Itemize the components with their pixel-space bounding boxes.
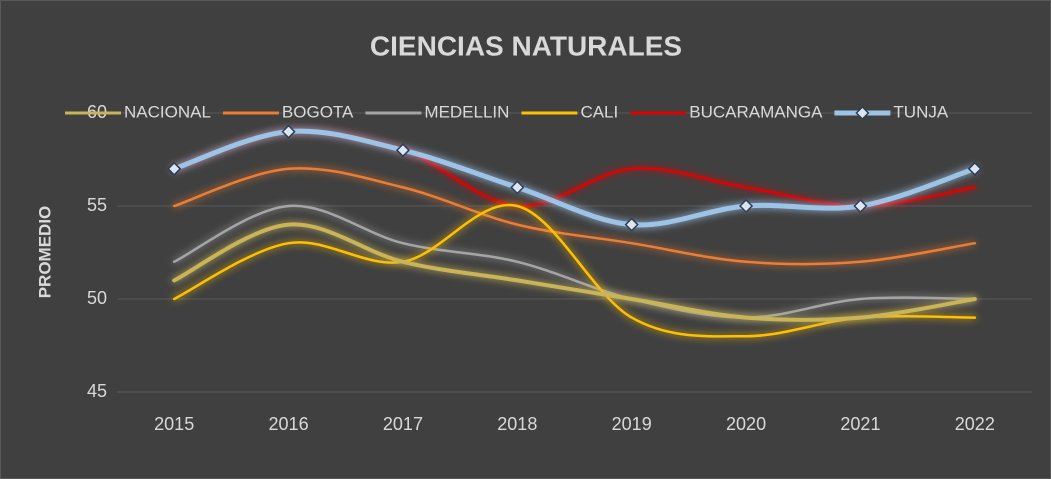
x-tick-label: 2022 bbox=[955, 414, 995, 434]
x-tick-label: 2021 bbox=[840, 414, 880, 434]
x-tick-label: 2017 bbox=[383, 414, 423, 434]
legend-item: MEDELLIN bbox=[365, 102, 509, 121]
x-tick-label: 2019 bbox=[612, 414, 652, 434]
marker bbox=[395, 143, 410, 158]
series-line bbox=[172, 204, 977, 319]
chart-title: CIENCIAS NATURALES bbox=[370, 30, 682, 61]
series-line bbox=[172, 167, 977, 266]
marker bbox=[967, 161, 982, 176]
series-line bbox=[171, 128, 978, 228]
legend-label: MEDELLIN bbox=[424, 102, 509, 121]
legend-item: TUNJA bbox=[834, 102, 949, 121]
legend-item: NACIONAL bbox=[65, 102, 211, 121]
legend-label: TUNJA bbox=[893, 102, 948, 121]
y-tick-label: 50 bbox=[87, 288, 107, 308]
legend-label: BOGOTA bbox=[282, 102, 354, 121]
legend-item: BUCARAMANGA bbox=[630, 102, 823, 121]
x-tick-label: 2020 bbox=[726, 414, 766, 434]
marker bbox=[281, 124, 296, 139]
series-line bbox=[172, 222, 977, 322]
marker bbox=[624, 217, 639, 232]
legend-item: BOGOTA bbox=[222, 102, 354, 121]
x-tick-label: 2016 bbox=[269, 414, 309, 434]
marker bbox=[739, 198, 754, 214]
legend-label: CALI bbox=[580, 102, 618, 121]
x-tick-label: 2015 bbox=[154, 414, 194, 434]
x-tick-label: 2018 bbox=[497, 414, 537, 434]
marker bbox=[853, 198, 868, 214]
marker bbox=[510, 180, 525, 195]
legend-label: BUCARAMANGA bbox=[689, 102, 823, 121]
legend-item: CALI bbox=[521, 102, 618, 121]
legend-marker bbox=[855, 105, 870, 121]
marker bbox=[167, 161, 182, 176]
y-axis-label: PROMEDIO bbox=[35, 206, 54, 299]
y-tick-label: 55 bbox=[87, 195, 107, 215]
y-tick-label: 45 bbox=[87, 381, 107, 401]
legend-label: NACIONAL bbox=[124, 102, 211, 121]
